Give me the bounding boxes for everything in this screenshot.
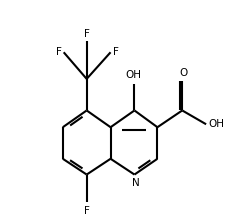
Text: OH: OH bbox=[125, 70, 141, 80]
Text: N: N bbox=[132, 178, 139, 188]
Text: F: F bbox=[56, 47, 62, 57]
Text: F: F bbox=[84, 29, 90, 39]
Text: OH: OH bbox=[209, 119, 225, 129]
Text: O: O bbox=[179, 68, 187, 78]
Text: F: F bbox=[84, 206, 90, 216]
Text: F: F bbox=[113, 47, 119, 57]
